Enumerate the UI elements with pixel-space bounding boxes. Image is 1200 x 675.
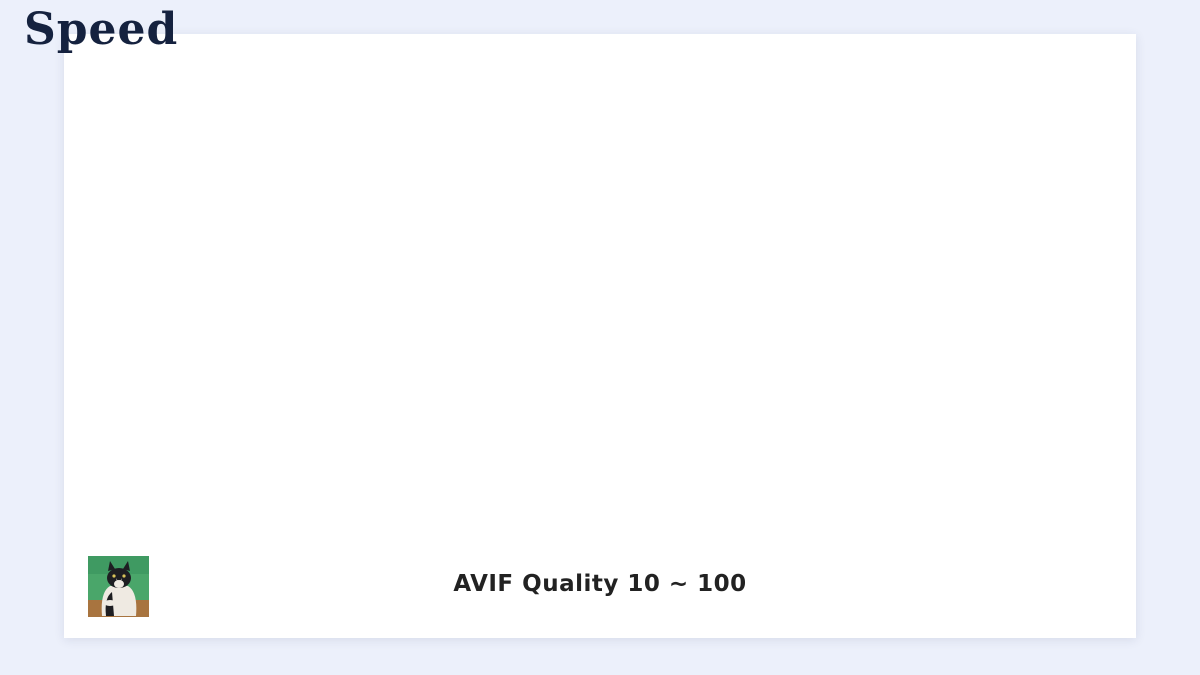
slide-title: Speed bbox=[24, 4, 179, 55]
cat-photo-icon bbox=[88, 556, 149, 617]
chart-card bbox=[64, 34, 1136, 638]
x-axis-title: AVIF Quality 10 ~ 100 bbox=[453, 571, 747, 597]
